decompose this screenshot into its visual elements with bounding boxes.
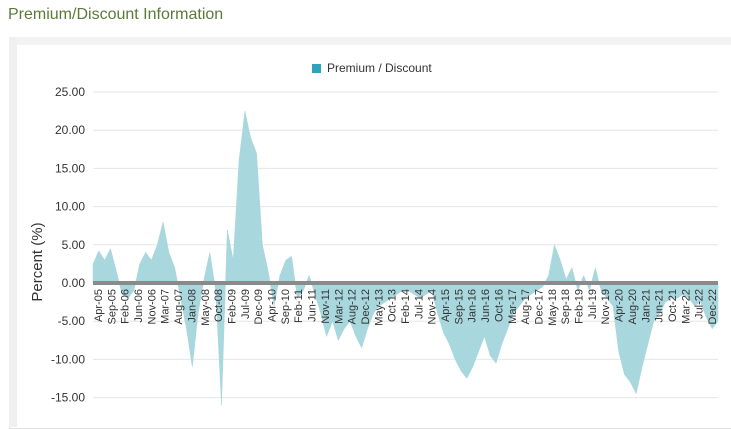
x-tick-label: Dec-17 [534,289,546,324]
series-area-premium-discount [92,111,719,406]
y-axis-ticks: 25.00 20.00 15.00 10.00 5.00 0.00 -5.00 -10.00 -… [51,85,85,405]
x-tick-label: Jul-09 [240,289,252,319]
y-tick-label: 10.00 [55,200,85,214]
x-tick-label: Oct-13 [387,289,399,322]
y-tick-label: 20.00 [55,123,85,137]
x-tick-label: Jun-06 [133,289,145,323]
x-tick-label: Nov-14 [427,289,439,324]
premium-discount-chart: 25.00 20.00 15.00 10.00 5.00 0.00 -5.00 -10.00 -… [29,61,719,406]
x-tick-label: Nov-19 [600,289,612,324]
x-tick-label: Aug-12 [347,289,359,324]
x-tick-label: Jan-16 [467,289,479,323]
x-tick-label: Feb-09 [227,289,239,324]
x-tick-label: Sep-15 [453,289,465,324]
y-tick-label: 0.00 [62,276,86,290]
x-tick-label: Jun-16 [480,289,492,323]
x-tick-label: Apr-05 [93,289,105,322]
x-tick-label: Oct-08 [213,289,225,322]
y-tick-label: -10.00 [51,352,85,366]
x-tick-label: Mar-07 [160,289,172,324]
y-tick-label: 5.00 [62,238,86,252]
x-tick-label: May-13 [373,289,385,326]
x-tick-label: Jun-21 [654,289,666,323]
y-tick-label: 25.00 [55,85,85,99]
x-tick-label: Sep-10 [280,289,292,324]
x-tick-label: Dec-12 [360,289,372,324]
x-tick-label: Mar-17 [507,289,519,324]
y-tick-label: -15.00 [51,391,85,405]
x-tick-label: Jun-11 [307,289,319,322]
x-tick-label: Sep-18 [560,289,572,324]
plot-area [92,111,719,406]
x-tick-label: Feb-11 [293,289,305,323]
x-tick-label: Dec-09 [253,289,265,324]
section-title: Premium/Discount Information [8,6,224,23]
x-tick-label: Apr-20 [614,289,626,322]
x-tick-label: Apr-15 [440,289,452,322]
x-tick-label: Jan-08 [186,289,198,323]
legend-label: Premium / Discount [327,61,432,75]
x-tick-label: Oct-21 [667,289,679,322]
x-tick-label: Aug-07 [173,289,185,324]
y-tick-label: -5.00 [58,314,86,328]
legend: Premium / Discount [312,61,432,75]
x-axis-ticks: Apr-05 Sep-05 Feb-06 Jun-06 Nov-06 Mar-07 Aug-… [93,289,719,326]
x-tick-label: Jul-19 [587,289,599,319]
x-tick-label: Feb-06 [120,289,132,324]
x-tick-label: Nov-11 [320,289,332,324]
x-tick-label: Jul-22 [694,289,706,319]
x-tick-label: Dec-22 [707,289,719,324]
x-tick-label: Jul-14 [413,289,425,319]
x-tick-label: Mar-22 [680,289,692,324]
x-tick-label: Jan-21 [640,289,652,323]
chart-panel-top-border [9,37,731,45]
legend-swatch [312,64,321,73]
x-tick-label: Sep-05 [106,289,118,324]
x-tick-label: May-08 [200,289,212,326]
x-tick-label: Feb-19 [574,289,586,324]
x-tick-label: Oct-16 [493,289,505,322]
x-tick-label: Aug-20 [627,289,639,324]
x-tick-label: Aug-17 [520,289,532,324]
y-axis-title: Percent (%) [29,222,46,301]
x-tick-label: Feb-14 [400,289,412,324]
x-tick-label: Apr-10 [267,289,279,322]
y-tick-label: 15.00 [55,161,85,175]
x-tick-label: Nov-06 [146,289,158,324]
x-tick-label: May-18 [547,289,559,326]
chart-panel-left-border [9,37,17,427]
x-tick-label: Mar-12 [333,289,345,324]
